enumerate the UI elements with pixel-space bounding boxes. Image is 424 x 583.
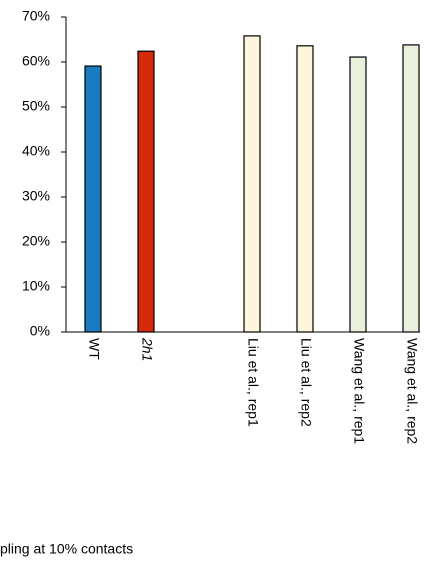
y-tick-label: 70% <box>22 8 50 24</box>
y-tick-label: 60% <box>22 53 50 69</box>
y-tick-label: 30% <box>22 188 50 204</box>
bar <box>402 44 420 333</box>
y-tick-label: 10% <box>22 278 50 294</box>
x-tick-label: 2h1 <box>139 337 155 361</box>
y-tick-label: 20% <box>22 233 50 249</box>
y-tick-label: 0% <box>30 323 50 339</box>
x-tick-label: WT <box>86 338 102 360</box>
x-tick-label: Liu et al., rep1 <box>245 338 261 427</box>
x-tick-label: Wang et al., rep2 <box>404 338 420 444</box>
note: pling at 10% contacts <box>0 541 133 557</box>
x-tick-label: Wang et al., rep1 <box>351 338 367 444</box>
bar <box>243 35 261 333</box>
y-tick-label: 50% <box>22 98 50 114</box>
y-tick-label: 40% <box>22 143 50 159</box>
bar <box>137 50 155 333</box>
bar <box>296 45 314 333</box>
bar <box>349 56 367 333</box>
bar <box>84 65 102 333</box>
x-tick-label: Liu et al., rep2 <box>298 338 314 427</box>
